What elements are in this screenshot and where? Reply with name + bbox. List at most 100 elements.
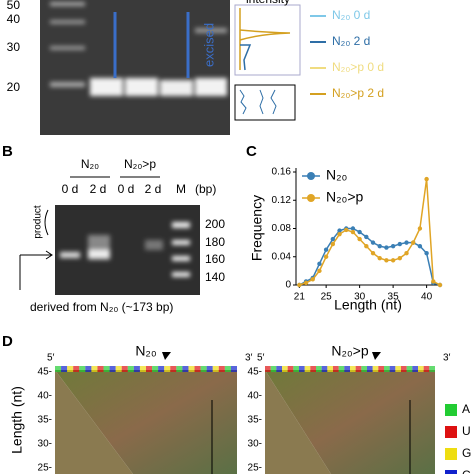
legend-label: N₂₀ [326, 167, 348, 183]
gel-a-bands [50, 2, 227, 96]
gel-b [55, 205, 200, 295]
legend-label: C [462, 468, 471, 474]
point [431, 279, 436, 284]
heatmap-cell [350, 366, 356, 372]
point [364, 234, 369, 240]
heatmap-cell [316, 366, 322, 372]
y-tick-label: 45- [38, 367, 52, 378]
point [390, 258, 396, 263]
heatmap-cell [139, 366, 146, 372]
heatmap-cell [282, 366, 288, 372]
heatmap-cell [401, 366, 407, 372]
product-label: product [33, 205, 44, 239]
legend-label: N₂₀>p 2 d [332, 86, 384, 100]
y-tick-label: 35- [38, 415, 52, 426]
legend-label: N₂₀ 0 d [332, 8, 370, 22]
heatmap-cell [333, 366, 339, 372]
heatmap-cell [395, 366, 401, 372]
heatmap-cell [152, 366, 159, 372]
heatmap-fill [55, 370, 133, 474]
point [330, 236, 336, 242]
heatmap-cell [304, 366, 311, 372]
legend-swatch [445, 404, 457, 416]
heatmap-cell [200, 366, 207, 372]
heatmap-cell [321, 366, 328, 372]
y-tick-label: 25- [248, 463, 262, 474]
heatmap-fill [265, 370, 331, 474]
point [384, 258, 389, 263]
heatmap-cell [310, 366, 316, 372]
heatmap-cell [299, 366, 305, 372]
heatmap [265, 370, 435, 474]
legend-label: U [462, 424, 471, 438]
heatmap-cell [355, 366, 362, 372]
point [364, 243, 369, 249]
heatmap-cell [79, 366, 86, 372]
profile [240, 44, 252, 71]
heatmap-cell [103, 366, 110, 372]
y-tick-label: 0.04 [272, 251, 292, 262]
y-tick-label: 35- [248, 415, 262, 426]
heatmap-cell [133, 366, 140, 372]
panel-letter: D [2, 333, 13, 350]
y-tick-label: 30- [248, 439, 262, 450]
heatmap-cell [164, 366, 171, 372]
lane-label: 2 d [145, 182, 162, 196]
heatmap-cell [276, 366, 282, 372]
point [390, 243, 396, 249]
heatmap-cell [170, 366, 177, 372]
heatmap [55, 370, 237, 474]
heatmap-cell [158, 366, 165, 372]
arrow [19, 250, 53, 290]
y-tick-label: 0.12 [272, 195, 292, 206]
point [323, 254, 329, 259]
group-label: N₂₀>p [124, 157, 156, 171]
heatmap-cell [182, 366, 189, 372]
heatmap-cell [418, 366, 424, 372]
derived-label: derived from N₂₀ (~173 bp) [30, 300, 173, 314]
point [417, 226, 423, 231]
legend-label: N₂₀>p [326, 189, 364, 205]
legend-label: N₂₀ 2 d [332, 34, 370, 48]
marker-label: 160 [205, 252, 225, 266]
point [397, 255, 403, 261]
profile-label: intensity [246, 0, 290, 6]
legend-marker [307, 194, 315, 202]
point [297, 282, 302, 288]
heatmap-cell [406, 366, 413, 372]
y-tick-label: 40- [38, 391, 52, 402]
x-tick-label: 30 [354, 292, 366, 303]
x-tick-label: 35 [388, 292, 400, 303]
lane-label: 2 d [90, 182, 107, 196]
heatmap-cell [176, 366, 183, 372]
point [337, 231, 342, 237]
size-label: 50 [7, 0, 21, 12]
heatmap-cell [361, 366, 367, 372]
heatmap-cell [265, 366, 271, 372]
heatmap-cell [389, 366, 396, 372]
heatmap-cell [188, 366, 195, 372]
heatmap-cell [212, 366, 219, 372]
heatmap-cell [372, 366, 379, 372]
heatmap-cell [412, 366, 418, 372]
lane-label: M [176, 182, 186, 196]
point [377, 255, 382, 261]
unit-label: (bp) [195, 182, 216, 196]
product-brace [44, 209, 49, 236]
point [350, 229, 356, 235]
three-prime: 3′ [245, 353, 253, 364]
point [397, 241, 403, 247]
heatmap-cell [344, 366, 350, 372]
heatmap-cell [121, 366, 128, 372]
marker-label: 180 [205, 235, 225, 249]
point [370, 251, 376, 256]
profile [239, 8, 291, 70]
point [317, 268, 322, 274]
panel-letter: C [246, 143, 257, 160]
heatmap-cell [327, 366, 333, 372]
legend-swatch [445, 470, 457, 474]
heatmap-cell [206, 366, 213, 372]
y-tick-label: 0 [285, 280, 291, 291]
heatmap-cell [378, 366, 384, 372]
lane-label: 0 d [118, 182, 135, 196]
